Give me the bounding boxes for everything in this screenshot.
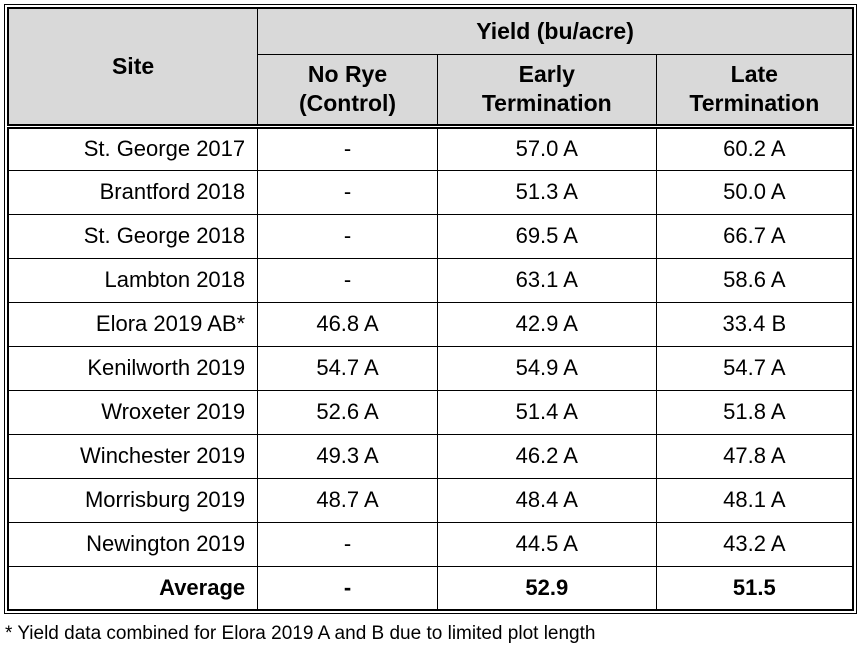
- yield-table-wrapper: Site Yield (bu/acre) No Rye (Control) Ea…: [4, 4, 857, 614]
- value-cell: 54.7 A: [655, 345, 854, 391]
- site-cell: Morrisburg 2019: [7, 477, 259, 523]
- site-cell: St. George 2018: [7, 213, 259, 259]
- table-row: Morrisburg 2019 48.7 A 48.4 A 48.1 A: [7, 477, 854, 523]
- site-cell: St. George 2017: [7, 125, 259, 171]
- value-cell: -: [257, 257, 438, 303]
- value-cell: 52.6 A: [257, 389, 438, 435]
- table-row: Lambton 2018-63.1 A 58.6 A: [7, 257, 854, 303]
- value-cell: 48.4 A: [436, 477, 657, 523]
- value-cell: 57.0 A: [436, 125, 657, 171]
- early-termination-column-header: Early Termination: [436, 53, 657, 129]
- value-cell: 63.1 A: [436, 257, 657, 303]
- value-cell: 51.8 A: [655, 389, 854, 435]
- site-cell: Average: [7, 565, 259, 611]
- value-cell: 69.5 A: [436, 213, 657, 259]
- value-cell: -: [257, 213, 438, 259]
- table-row: Winchester 2019 49.3 A 46.2 A 47.8 A: [7, 433, 854, 479]
- no-rye-column-header: No Rye (Control): [257, 53, 438, 129]
- value-cell: 60.2 A: [655, 125, 854, 171]
- table-body: St. George 2017-57.0 A 60.2 A Brantford 20…: [7, 125, 854, 611]
- value-cell: 43.2 A: [655, 521, 854, 567]
- group-header-row: Site Yield (bu/acre): [7, 7, 854, 129]
- value-cell: -: [257, 125, 438, 171]
- table-row: St. George 2018-69.5 A 66.7 A: [7, 213, 854, 259]
- site-column-header: Site: [7, 7, 259, 129]
- site-cell: Brantford 2018: [7, 169, 259, 215]
- sub-header-row: No Rye (Control) Early Termination Late …: [8, 53, 854, 129]
- site-cell: Winchester 2019: [7, 433, 259, 479]
- value-cell: 50.0 A: [655, 169, 854, 215]
- value-cell: 44.5 A: [436, 521, 657, 567]
- late-termination-column-header: Late Termination: [655, 53, 854, 129]
- table-row: Wroxeter 2019 52.6 A 51.4 A 51.8 A: [7, 389, 854, 435]
- table-row: Elora 2019 AB* 46.8 A 42.9 A 33.4 B: [7, 301, 854, 347]
- site-cell: Elora 2019 AB*: [7, 301, 259, 347]
- table-header: Site Yield (bu/acre) No Rye (Control) Ea…: [7, 7, 854, 129]
- site-cell: Newington 2019: [7, 521, 259, 567]
- yield-table: Site Yield (bu/acre) No Rye (Control) Ea…: [7, 7, 854, 611]
- value-cell: 51.4 A: [436, 389, 657, 435]
- value-cell: 66.7 A: [655, 213, 854, 259]
- table-row: St. George 2017-57.0 A 60.2 A: [7, 125, 854, 171]
- table-row: Kenilworth 2019 54.7 A 54.9 A 54.7 A: [7, 345, 854, 391]
- value-cell: 54.7 A: [257, 345, 438, 391]
- site-cell: Wroxeter 2019: [7, 389, 259, 435]
- value-cell: 46.8 A: [257, 301, 438, 347]
- table-footnote: * Yield data combined for Elora 2019 A a…: [5, 623, 596, 644]
- value-cell: 48.7 A: [257, 477, 438, 523]
- yield-group-header: Yield (bu/acre): [257, 7, 854, 55]
- value-cell: 51.3 A: [436, 169, 657, 215]
- value-cell: 33.4 B: [655, 301, 854, 347]
- value-cell: 51.5: [655, 565, 854, 611]
- value-cell: 52.9: [436, 565, 657, 611]
- value-cell: 47.8 A: [655, 433, 854, 479]
- value-cell: 58.6 A: [655, 257, 854, 303]
- value-cell: 42.9 A: [436, 301, 657, 347]
- value-cell: -: [257, 169, 438, 215]
- value-cell: 46.2 A: [436, 433, 657, 479]
- table-row: Average -52.9 51.5: [7, 565, 854, 611]
- value-cell: 49.3 A: [257, 433, 438, 479]
- site-cell: Kenilworth 2019: [7, 345, 259, 391]
- value-cell: 48.1 A: [655, 477, 854, 523]
- table-row: Newington 2019-44.5 A 43.2 A: [7, 521, 854, 567]
- value-cell: 54.9 A: [436, 345, 657, 391]
- table-row: Brantford 2018-51.3 A 50.0 A: [7, 169, 854, 215]
- site-cell: Lambton 2018: [7, 257, 259, 303]
- value-cell: -: [257, 521, 438, 567]
- value-cell: -: [257, 565, 438, 611]
